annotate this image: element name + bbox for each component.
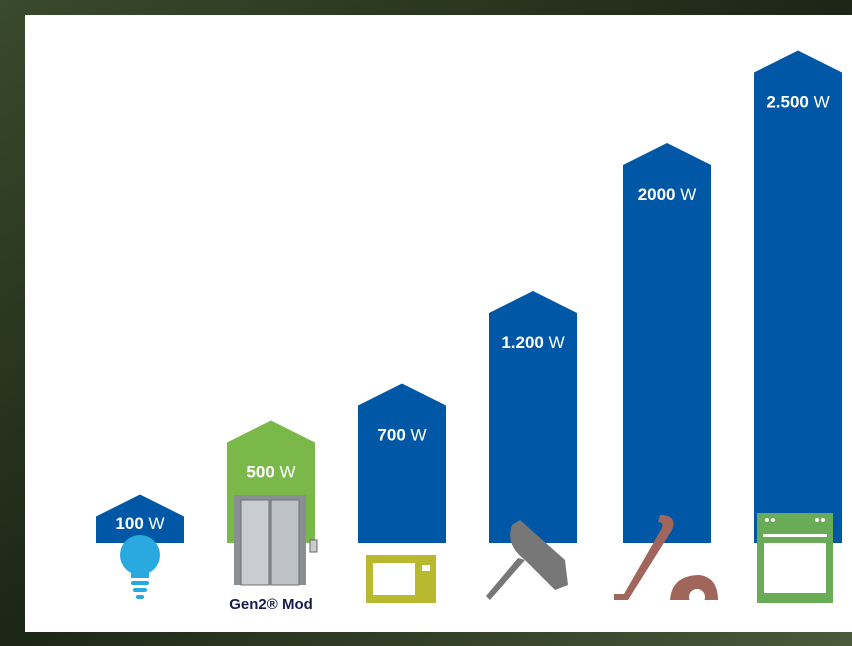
value-label: 700 W bbox=[377, 426, 426, 445]
bar bbox=[623, 143, 711, 543]
value-label: 500 W bbox=[246, 463, 295, 482]
bar bbox=[754, 50, 842, 543]
icons bbox=[120, 495, 833, 605]
bar bbox=[96, 494, 184, 543]
category-label: Gen2® Mod bbox=[229, 596, 313, 613]
value-label: 1.200 W bbox=[501, 333, 564, 352]
value-label: 2000 W bbox=[638, 185, 697, 204]
value-label: 2.500 W bbox=[766, 93, 829, 112]
bar bbox=[489, 291, 577, 543]
value-label: 100 W bbox=[115, 514, 164, 533]
bar bbox=[358, 383, 446, 543]
